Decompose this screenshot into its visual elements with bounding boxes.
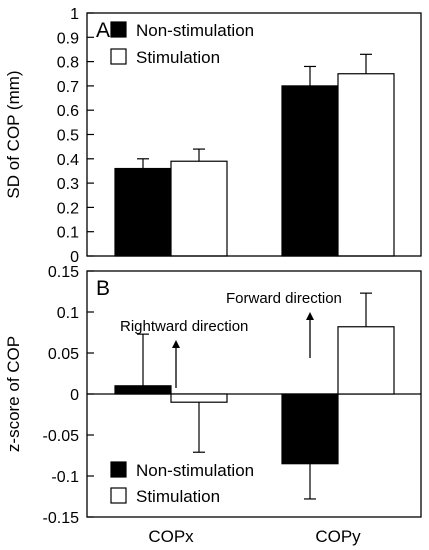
annotation-arrow-head [306,312,314,320]
legend-swatch [110,48,127,65]
plot-frame [86,270,422,518]
legend-label: Non-stimulation [136,461,254,480]
y-tick-label: 0.1 [57,305,79,322]
legend-label: Non-stimulation [136,21,254,40]
y-tick-label: 0.9 [57,30,79,47]
legend-swatch [110,21,127,38]
bar-stimulation-copx [170,393,228,403]
y-tick-label: 0 [70,249,79,266]
bar-non-stimulation-copy [281,393,339,465]
bar-stimulation-copy [337,326,395,395]
y-tick-label: 0 [70,387,79,404]
bar-non-stimulation-copy [281,85,339,257]
y-axis-title: SD of COP (mm) [4,70,23,198]
panel-a: 0 0.1 0.2 0.3 0.4 0.5 0.6 0.7 0.8 0.9 1 SD of COP (… [4,6,422,266]
y-tick-label: -0.15 [43,510,80,527]
x-category-label: COPy [315,527,361,546]
bar-non-stimulation-copx [114,167,172,257]
y-tick-label: 0.1 [57,225,79,242]
panel-letter: A [96,19,110,42]
plot-frame [86,12,422,257]
annotation-label: Rightward direction [120,318,248,335]
panel-letter: B [96,277,110,300]
annotation-label: Forward direction [226,290,342,307]
y-tick-label: 1 [70,6,79,23]
legend-label: Stimulation [136,487,220,506]
y-tick-label: 0.15 [48,264,79,281]
y-tick-label: -0.1 [51,469,79,486]
legend-swatch [110,487,127,504]
y-tick-label: 0.2 [57,200,79,217]
y-tick-label: 0.7 [57,79,79,96]
bar-non-stimulation-copx [114,385,172,395]
y-tick-label: 0.5 [57,128,79,145]
y-axis-title: z-score of COP [4,336,23,452]
bar-stimulation-copx [170,160,228,257]
bar-stimulation-copy [337,73,395,257]
y-tick-label: 0.3 [57,176,79,193]
legend-swatch [110,461,127,478]
y-tick-label: 0.4 [57,152,79,169]
y-tick-label: 0.8 [57,55,79,72]
y-tick-label: 0.05 [48,346,79,363]
annotation-arrow-head [172,340,180,348]
y-tick-label: 0.6 [57,103,79,120]
legend-label: Stimulation [136,48,220,67]
panel-b: -0.15 -0.1 -0.05 0 0.05 0.1 0.15 z-score of COP… [4,264,422,546]
x-category-label: COPx [148,527,194,546]
y-tick-label: -0.05 [43,428,80,445]
